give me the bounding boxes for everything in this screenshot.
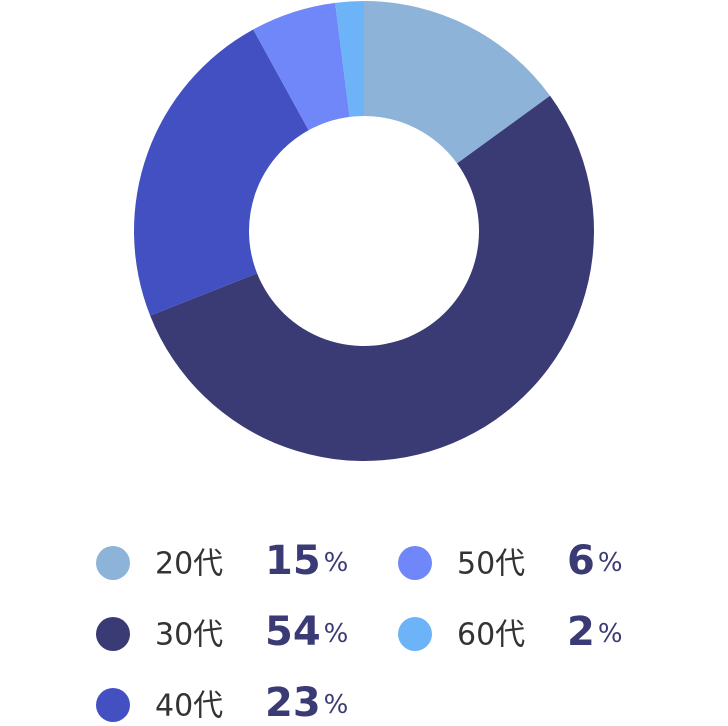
legend-label: 50代 — [457, 547, 525, 582]
legend-label: 40代 — [155, 689, 223, 724]
legend-marker — [96, 546, 130, 580]
donut-slice — [364, 1, 551, 164]
legend-marker — [96, 688, 130, 722]
value-label: 2% — [567, 609, 623, 655]
value-label: 23% — [265, 680, 348, 726]
donut-slice — [335, 1, 364, 117]
value-label: 6% — [567, 538, 623, 584]
legend-label: 20代 — [155, 547, 223, 582]
legend-marker — [96, 617, 130, 651]
legend-marker — [398, 546, 432, 580]
value-label: 54% — [265, 609, 348, 655]
legend-label: 30代 — [155, 618, 223, 653]
donut-slice — [134, 29, 309, 316]
legend-marker — [398, 617, 432, 651]
donut-slice — [150, 95, 595, 462]
donut-slice — [253, 2, 350, 131]
legend-label: 60代 — [457, 618, 525, 653]
value-label: 15% — [265, 538, 348, 584]
